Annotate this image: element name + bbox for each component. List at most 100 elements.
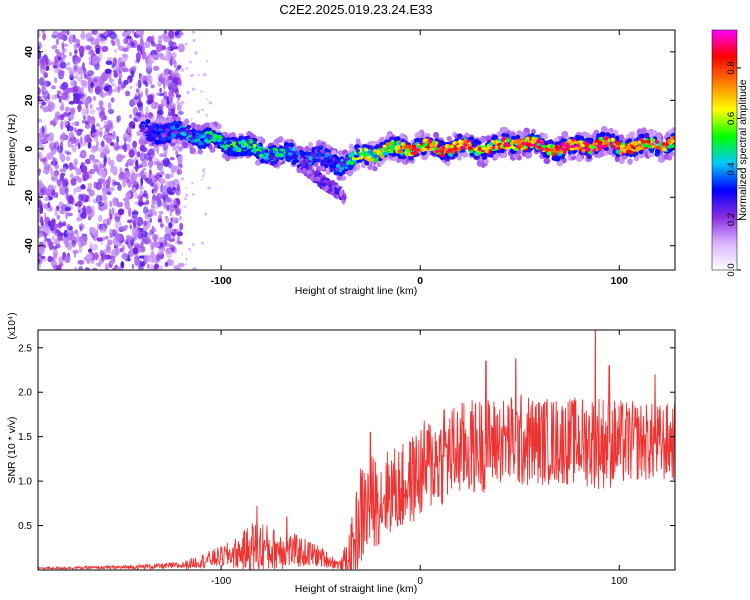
noise-blob bbox=[105, 267, 109, 270]
ridge-mark bbox=[647, 144, 652, 149]
ridge-mark bbox=[599, 131, 606, 137]
ridge-mark bbox=[444, 144, 450, 149]
noise-blob bbox=[94, 78, 97, 83]
noise-blob bbox=[95, 182, 103, 191]
ridge-mark bbox=[599, 151, 605, 158]
noise-blob bbox=[136, 30, 142, 35]
noise-blob bbox=[164, 261, 169, 268]
noise-blob bbox=[131, 186, 137, 193]
noise-blob bbox=[135, 233, 139, 241]
noise-blob bbox=[175, 150, 179, 155]
y-tick-label: 0 bbox=[23, 146, 35, 152]
noise-blob bbox=[65, 229, 71, 235]
noise-blob bbox=[79, 225, 83, 232]
noise-blob bbox=[67, 141, 72, 146]
ridge-mark bbox=[615, 149, 621, 154]
noise-blob bbox=[45, 65, 50, 72]
noise-blob bbox=[107, 108, 115, 115]
noise-blob bbox=[42, 79, 48, 89]
noise-blob bbox=[117, 86, 121, 94]
noise-blob bbox=[135, 218, 139, 224]
y-tick-label: 2.5 bbox=[18, 343, 32, 354]
noise-blob bbox=[101, 255, 109, 259]
ridge-mark bbox=[561, 147, 566, 152]
ridge-mark bbox=[271, 155, 277, 160]
noise-blob bbox=[54, 59, 59, 69]
noise-blob bbox=[101, 205, 109, 210]
ridge-mark bbox=[343, 159, 347, 165]
ridge-mark bbox=[605, 132, 610, 137]
ridge-mark bbox=[619, 134, 625, 140]
noise-blob bbox=[77, 66, 84, 75]
noise-blob bbox=[127, 179, 132, 188]
noise-blob bbox=[100, 110, 105, 115]
noise-blob bbox=[123, 37, 129, 45]
noise-blob bbox=[161, 202, 165, 207]
y-tick-label: 20 bbox=[23, 94, 35, 106]
noise-blob bbox=[103, 31, 109, 37]
ridge-mark bbox=[619, 144, 626, 148]
branch-mark bbox=[333, 193, 337, 198]
noise-blob bbox=[122, 178, 127, 188]
ridge-mark bbox=[400, 142, 406, 147]
ridge-mark bbox=[159, 124, 164, 130]
noise-blob bbox=[137, 79, 142, 89]
noise-blob bbox=[174, 31, 180, 36]
noise-blob bbox=[100, 224, 103, 231]
noise-blob bbox=[150, 54, 158, 59]
noise-blob bbox=[134, 93, 138, 98]
ridge-mark bbox=[641, 139, 647, 145]
noise-blob bbox=[80, 79, 87, 87]
noise-blob bbox=[39, 56, 45, 61]
noise-blob bbox=[184, 186, 187, 189]
ridge-mark bbox=[429, 143, 434, 148]
noise-blob bbox=[137, 194, 141, 201]
ridge-mark bbox=[432, 140, 436, 144]
noise-blob bbox=[166, 242, 170, 248]
ridge-mark bbox=[574, 146, 580, 151]
ridge-mark bbox=[554, 156, 561, 162]
noise-blob bbox=[66, 192, 69, 201]
noise-blob bbox=[142, 193, 147, 198]
noise-blob bbox=[191, 87, 196, 91]
ridge-mark bbox=[591, 142, 597, 147]
noise-blob bbox=[161, 73, 167, 78]
noise-blob bbox=[172, 186, 176, 191]
noise-blob bbox=[76, 128, 83, 136]
noise-blob bbox=[134, 201, 139, 205]
noise-blob bbox=[95, 262, 101, 267]
noise-blob bbox=[154, 184, 158, 194]
noise-blob bbox=[109, 31, 117, 40]
noise-blob bbox=[113, 71, 118, 78]
branch-mark bbox=[315, 170, 320, 175]
noise-blob bbox=[91, 205, 95, 215]
noise-blob bbox=[47, 255, 53, 263]
noise-blob bbox=[38, 263, 41, 269]
noise-blob bbox=[150, 84, 155, 89]
ridge-mark bbox=[567, 139, 573, 143]
ridge-mark bbox=[248, 140, 253, 144]
noise-blob bbox=[192, 39, 196, 43]
noise-blob bbox=[200, 178, 203, 181]
noise-blob bbox=[91, 145, 98, 151]
ridge-mark bbox=[198, 140, 202, 146]
noise-blob bbox=[64, 255, 71, 263]
ridge-mark bbox=[576, 155, 583, 162]
noise-blob bbox=[38, 246, 45, 256]
noise-blob bbox=[52, 264, 59, 270]
noise-blob bbox=[80, 211, 87, 219]
noise-blob bbox=[69, 51, 72, 57]
ridge-mark bbox=[545, 148, 549, 153]
noise-blob bbox=[136, 59, 140, 63]
noise-blob bbox=[51, 85, 56, 90]
noise-blob bbox=[177, 110, 184, 115]
noise-blob bbox=[163, 150, 169, 154]
ridge-mark bbox=[181, 141, 188, 148]
noise-blob bbox=[126, 143, 131, 151]
noise-blob bbox=[180, 68, 185, 72]
noise-blob bbox=[167, 108, 174, 117]
noise-blob bbox=[62, 221, 67, 227]
noise-blob bbox=[184, 263, 187, 266]
ridge-mark bbox=[188, 132, 193, 136]
